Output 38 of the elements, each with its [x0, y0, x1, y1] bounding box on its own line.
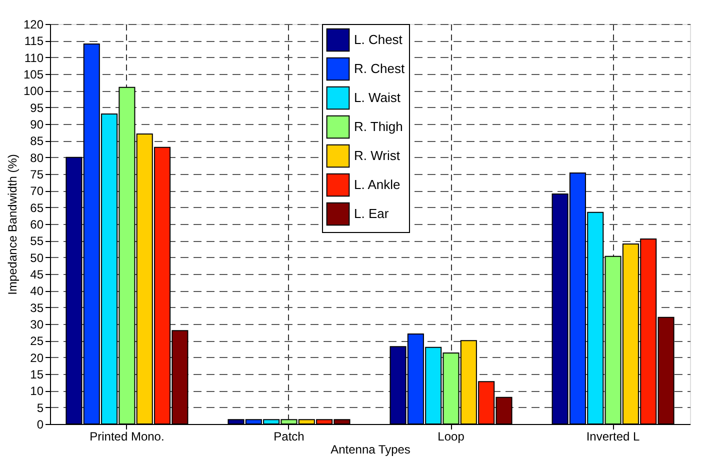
y-tick-label: 20 — [30, 350, 44, 365]
x-tick-label: Printed Mono. — [90, 430, 164, 444]
y-tick-label: 35 — [30, 300, 44, 315]
y-tick-label: 40 — [30, 284, 44, 298]
legend-label: L. Ankle — [354, 177, 400, 192]
y-tick-label: 120 — [23, 18, 44, 32]
y-tick-label: 45 — [30, 268, 44, 282]
x-tick-label: Loop — [438, 430, 465, 444]
legend-label: L. Chest — [354, 32, 403, 47]
y-tick-label: 30 — [30, 318, 44, 332]
legend-label: R. Wrist — [354, 148, 400, 163]
y-tick-label: 110 — [24, 50, 44, 65]
y-tick-label: 80 — [30, 150, 44, 165]
legend-label: R. Thigh — [354, 119, 403, 134]
legend-label: L. Waist — [354, 90, 401, 105]
y-tick-label: 90 — [30, 118, 44, 132]
x-axis-title: Antenna Types — [330, 442, 410, 456]
y-tick-label: 10 — [30, 384, 44, 398]
y-tick-label: 5 — [36, 400, 44, 415]
y-tick-label: 25 — [30, 334, 44, 348]
y-tick-label: 65 — [30, 200, 44, 215]
x-tick-label: Inverted L — [586, 430, 640, 444]
y-tick-label: 95 — [30, 100, 44, 115]
y-tick-label: 50 — [30, 250, 44, 265]
y-tick-label: 100 — [23, 84, 44, 98]
y-axis-title: Impedance Bandwidth (%) — [5, 154, 20, 295]
x-tick-label: Patch — [274, 430, 304, 444]
y-tick-label: 15 — [30, 368, 44, 382]
legend-label: R. Chest — [354, 61, 405, 76]
y-tick-label: 85 — [30, 134, 44, 148]
y-tick-label: 60 — [30, 218, 44, 232]
y-tick-label: 75 — [30, 168, 44, 182]
y-tick-label: 55 — [30, 234, 44, 248]
y-tick-label: 105 — [23, 68, 44, 82]
y-tick-label: 115 — [24, 34, 44, 48]
legend-label: L. Ear — [354, 206, 390, 221]
y-tick-label: 0 — [36, 418, 44, 432]
y-tick-label: 70 — [30, 184, 44, 198]
